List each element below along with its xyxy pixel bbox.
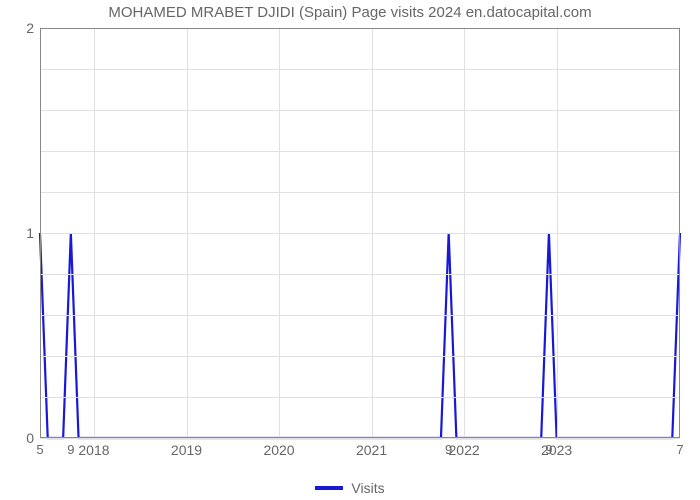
ytick-label: 1 [26,225,34,241]
point-value-label: 9 [445,442,452,457]
xtick-label: 2020 [263,442,294,458]
chart-container: MOHAMED MRABET DJIDI (Spain) Page visits… [0,0,700,500]
grid-line-h-minor [40,110,680,111]
grid-line-v [557,28,558,438]
xtick-label: 2021 [356,442,387,458]
grid-line-h-minor [40,69,680,70]
legend-label: Visits [351,480,384,496]
ytick-label: 2 [26,20,34,36]
grid-line-h-minor [40,151,680,152]
grid-line-h-minor [40,397,680,398]
legend: Visits [0,480,700,496]
point-value-label: 9 [545,442,552,457]
ytick-label: 0 [26,430,34,446]
visits-line [40,233,680,438]
grid-line-h [40,233,680,234]
grid-line-h [40,28,680,29]
grid-line-v [464,28,465,438]
xtick-label: 2022 [449,442,480,458]
point-value-label: 7 [676,442,683,457]
grid-line-v [187,28,188,438]
grid-line-h-minor [40,192,680,193]
point-value-label: 5 [36,442,43,457]
grid-line-h-minor [40,356,680,357]
chart-title: MOHAMED MRABET DJIDI (Spain) Page visits… [0,4,700,21]
grid-line-v [372,28,373,438]
grid-line-h-minor [40,274,680,275]
grid-line-v [279,28,280,438]
point-value-label: 9 [67,442,74,457]
legend-swatch [315,486,343,490]
grid-line-h [40,438,680,439]
xtick-label: 2018 [78,442,109,458]
grid-line-v [94,28,95,438]
plot-area: 01220182019202020212022202359997 [40,28,680,438]
grid-line-h-minor [40,315,680,316]
xtick-label: 2019 [171,442,202,458]
